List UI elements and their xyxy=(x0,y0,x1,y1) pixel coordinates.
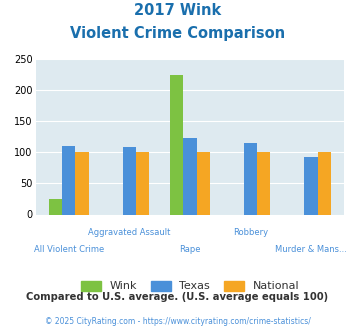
Text: 2017 Wink: 2017 Wink xyxy=(134,3,221,18)
Bar xyxy=(318,152,331,214)
Bar xyxy=(49,199,62,214)
Text: Violent Crime Comparison: Violent Crime Comparison xyxy=(70,26,285,41)
Bar xyxy=(136,152,149,214)
Bar xyxy=(197,152,210,214)
Bar xyxy=(123,148,136,214)
Text: Compared to U.S. average. (U.S. average equals 100): Compared to U.S. average. (U.S. average … xyxy=(26,292,329,302)
Text: Murder & Mans...: Murder & Mans... xyxy=(275,245,347,254)
Bar xyxy=(304,157,318,214)
Bar xyxy=(62,146,76,214)
Legend: Wink, Texas, National: Wink, Texas, National xyxy=(76,276,304,296)
Text: Rape: Rape xyxy=(179,245,201,254)
Bar xyxy=(170,75,183,214)
Text: © 2025 CityRating.com - https://www.cityrating.com/crime-statistics/: © 2025 CityRating.com - https://www.city… xyxy=(45,317,310,326)
Bar xyxy=(76,152,89,214)
Text: Robbery: Robbery xyxy=(233,228,268,237)
Bar xyxy=(257,152,271,214)
Text: Aggravated Assault: Aggravated Assault xyxy=(88,228,170,237)
Bar xyxy=(183,138,197,214)
Bar xyxy=(244,143,257,214)
Text: All Violent Crime: All Violent Crime xyxy=(34,245,104,254)
